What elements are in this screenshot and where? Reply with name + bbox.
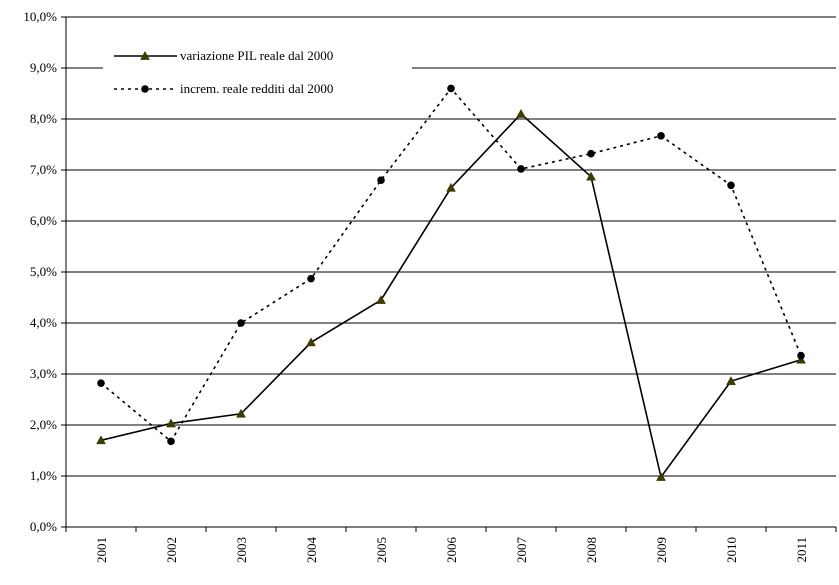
y-tick-label: 10,0% — [23, 9, 57, 24]
legend: variazione PIL reale dal 2000 increm. rea… — [114, 48, 333, 96]
legend-entry: increm. reale redditi dal 2000 — [114, 81, 333, 96]
series-line — [100, 87, 802, 443]
data-point — [447, 84, 455, 93]
x-tick-label: 2001 — [94, 537, 109, 563]
y-tick-label: 2,0% — [30, 417, 57, 432]
data-point — [236, 408, 246, 418]
data-point — [306, 337, 316, 347]
x-tick-label: 2011 — [794, 537, 809, 563]
x-tick-label: 2005 — [374, 537, 389, 563]
x-tick-label: 2008 — [584, 537, 599, 563]
x-tick-label: 2006 — [444, 537, 459, 564]
y-tick-label: 1,0% — [30, 468, 57, 483]
data-point — [656, 472, 666, 481]
data-point — [587, 149, 595, 158]
x-tick-label: 2004 — [304, 537, 319, 564]
legend-marker — [140, 50, 150, 60]
x-tick-label: 2010 — [724, 537, 739, 563]
data-point — [726, 376, 736, 385]
y-tick-label: 0,0% — [30, 519, 57, 534]
legend-entry: variazione PIL reale dal 2000 — [114, 48, 333, 63]
y-tick-label: 5,0% — [30, 264, 57, 279]
y-tick-label: 8,0% — [30, 111, 57, 126]
x-tick-label: 2009 — [654, 537, 669, 563]
data-point — [516, 108, 526, 118]
data-point — [167, 437, 175, 446]
data-point — [166, 418, 176, 428]
x-axis-ticks: 2001 2002 2003 2004 2005 2006 2007 2008 2009 2010… — [65, 527, 837, 564]
series-line — [100, 112, 802, 479]
gridlines — [66, 16, 836, 477]
data-point — [797, 351, 805, 360]
x-tick-label: 2007 — [514, 537, 529, 564]
y-tick-label: 4,0% — [30, 315, 57, 330]
legend-label: increm. reale redditi dal 2000 — [180, 81, 333, 96]
legend-marker — [141, 85, 149, 93]
y-tick-label: 7,0% — [30, 162, 57, 177]
data-point — [377, 176, 385, 184]
y-tick-label: 6,0% — [30, 213, 57, 228]
data-point — [586, 171, 596, 181]
data-point — [96, 435, 106, 445]
data-point — [517, 165, 525, 173]
legend-label: variazione PIL reale dal 2000 — [180, 48, 333, 63]
series-2 — [97, 84, 805, 446]
data-point — [237, 319, 245, 327]
data-point — [727, 181, 735, 190]
series-layer — [96, 84, 806, 481]
y-tick-label: 3,0% — [30, 366, 57, 381]
x-tick-label: 2002 — [164, 537, 179, 563]
series-1 — [96, 108, 806, 481]
y-axis-ticks: 0,0% 1,0% 2,0% 3,0% 4,0% 5,0% 6,0% 7,0% 8,0% 9,0%… — [23, 9, 66, 534]
data-point — [97, 379, 105, 387]
data-point — [657, 132, 665, 140]
y-tick-label: 9,0% — [30, 60, 57, 75]
data-point — [446, 182, 456, 192]
data-point — [307, 274, 315, 283]
x-tick-label: 2003 — [234, 537, 249, 563]
data-point — [376, 295, 386, 304]
